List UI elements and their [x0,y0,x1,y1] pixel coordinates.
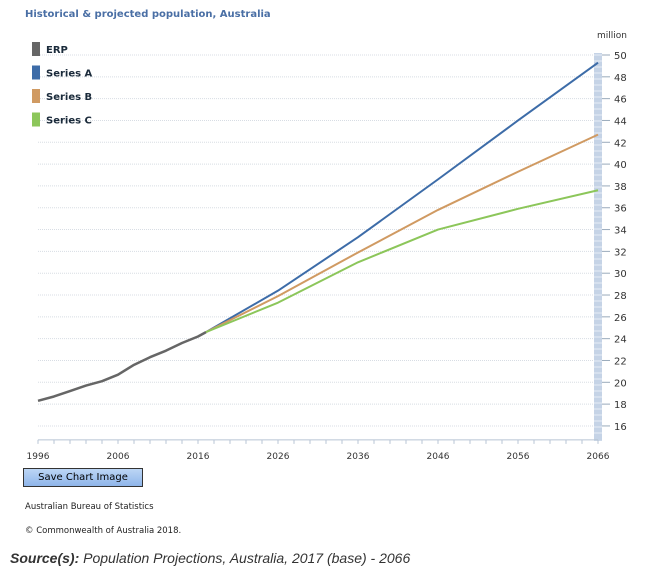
y-tick-label: 32 [614,247,627,258]
y-tick-label: 48 [614,73,627,84]
legend-swatch [32,89,40,103]
line-chart: 16 18 20 22 24 26 28 30 32 34 36 38 40 42 44 46 48 50 mill… [27,31,627,462]
series-line-series-b [205,133,599,334]
source-label: Source(s): [10,550,80,566]
source-text: Population Projections, Australia, 2017 … [79,550,411,566]
y-tick-label: 44 [614,116,627,127]
y-tick-label: 28 [614,291,627,302]
y-tick-label: 22 [614,356,627,367]
x-tick-label: 2016 [187,452,210,462]
legend-swatch [32,112,40,127]
y-tick-label: 26 [614,313,627,324]
y-tick-label: 50 [614,51,627,62]
legend-label: ERP [46,45,68,56]
x-tick-label: 2066 [587,452,610,462]
y-tick-label: 24 [614,335,627,346]
y-tick-label: 36 [614,204,627,215]
publisher-text: Australian Bureau of Statistics [25,502,154,512]
legend-label: Series B [46,92,92,103]
y-axis-unit-label: million [597,31,627,41]
y-tick-label: 40 [614,160,627,171]
legend-swatch [32,42,40,56]
series-line-erp [37,331,207,403]
source-note: Source(s): Population Projections, Austr… [10,550,410,566]
y-tick-label: 42 [614,138,627,149]
series-line-series-a [205,61,599,333]
x-tick-label: 2046 [427,452,450,462]
x-tick-label: 2026 [267,452,290,462]
x-tick-label: 2036 [347,452,370,462]
chart-title: Historical & projected population, Austr… [25,9,271,20]
y-tick-label: 30 [614,269,627,280]
legend-swatch [32,65,40,80]
y-tick-label: 38 [614,182,627,193]
x-tick-label: 2006 [107,452,130,462]
save-chart-image-button[interactable]: Save Chart Image [23,468,143,487]
legend-label: Series C [46,116,92,127]
y-tick-label: 16 [614,422,627,433]
legend-label: Series A [46,69,93,80]
y-tick-label: 18 [614,400,627,411]
y-tick-label: 46 [614,95,627,106]
copyright-text: © Commonwealth of Australia 2018. [25,526,182,536]
y-tick-label: 34 [614,226,627,237]
x-tick-label: 2056 [507,452,530,462]
x-tick-label: 1996 [27,452,50,462]
y-tick-label: 20 [614,378,627,389]
series-line-series-c [205,189,599,334]
